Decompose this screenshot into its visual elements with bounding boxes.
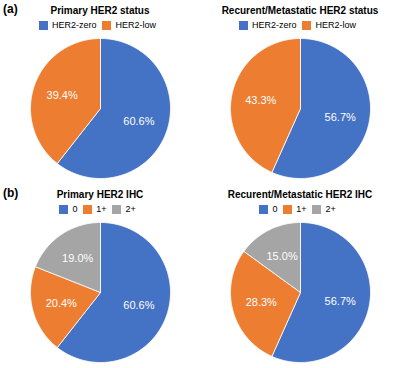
svg-text:20.4%: 20.4% xyxy=(46,297,77,309)
html-text:0: 0 xyxy=(272,204,278,214)
html-text:Recurent/Metastatic HER2 IHC: Recurent/Metastatic HER2 IHC xyxy=(227,189,373,200)
html-text:HER2-low: HER2-low xyxy=(315,20,356,30)
html-text:Primary HER2 status: Primary HER2 status xyxy=(50,5,150,16)
svg-text:39.4%: 39.4% xyxy=(47,89,78,101)
svg-text:15.0%: 15.0% xyxy=(266,250,297,262)
html-text:2+: 2+ xyxy=(325,204,336,214)
svg-text:60.6%: 60.6% xyxy=(123,299,154,311)
html-text:1+: 1+ xyxy=(296,204,307,214)
html-text:HER2-zero: HER2-zero xyxy=(52,20,97,30)
html-text:Primary HER2 IHC: Primary HER2 IHC xyxy=(56,189,144,200)
html-text:HER2-zero: HER2-zero xyxy=(252,20,297,30)
html-text:HER2-low: HER2-low xyxy=(115,20,156,30)
svg-text:19.0%: 19.0% xyxy=(62,252,93,264)
html-text:0: 0 xyxy=(72,204,78,214)
html-text:Recurent/Metastatic HER2 statu: Recurent/Metastatic HER2 status xyxy=(221,5,379,16)
html-text:2+: 2+ xyxy=(125,204,136,214)
html-text:(a): (a) xyxy=(3,2,18,16)
svg-text:43.3%: 43.3% xyxy=(245,94,276,106)
svg-text:28.3%: 28.3% xyxy=(246,296,277,308)
svg-text:56.7%: 56.7% xyxy=(325,111,356,123)
svg-text:56.7%: 56.7% xyxy=(325,295,356,307)
html-text:1+: 1+ xyxy=(96,204,107,214)
svg-text:60.6%: 60.6% xyxy=(123,115,154,127)
html-text:(b): (b) xyxy=(3,186,19,200)
